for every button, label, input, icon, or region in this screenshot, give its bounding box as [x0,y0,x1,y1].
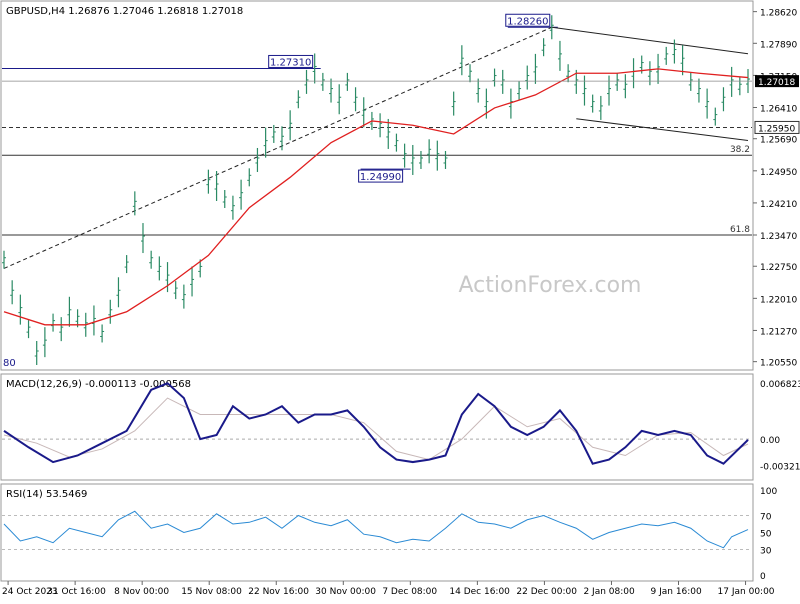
x-tick-label: 9 Jan 16:00 [651,587,703,597]
level-box [505,13,551,27]
price-pane-frame [0,0,754,371]
fibo-label: 38.2 [730,145,750,155]
price-tick-label: 1.21270 [760,327,797,337]
support-level-label: 1.25950 [758,124,795,134]
channel-lower-line [576,118,749,141]
price-tick-label: 1.20550 [760,359,797,369]
watermark: ActionForex.com [459,273,642,298]
fibo-label: 61.8 [730,225,750,235]
price-tick-label: 1.26410 [760,104,797,114]
x-tick-label: 2 Jan 08:00 [583,587,635,597]
level-box-label: 1.27310 [270,57,311,68]
macd-line [3,382,749,465]
x-tick-label: 14 Dec 16:00 [449,587,510,597]
axes-layer: 1.286201.278901.271501.264101.256901.249… [2,9,800,597]
x-tick-label: 22 Dec 00:00 [516,587,577,597]
level-box-label: 1.24990 [360,172,401,183]
price-tick-label: 1.22010 [760,295,797,305]
channel-upper-line [551,26,749,55]
price-tick-label: 1.25690 [760,136,797,146]
level-box-label: 1.28260 [507,16,548,27]
rsi-label: RSI(14) 53.5469 [6,489,87,500]
macd-signal-line [3,397,749,461]
macd-layer [2,382,752,465]
level-box [268,54,314,68]
macd-tick-label: -0.00321 [760,462,800,472]
macd-label: MACD(12,26,9) -0.000113 -0.000568 [6,379,191,390]
current-price-label: 1.27018 [758,78,795,88]
price-tick-label: 1.28620 [760,9,797,19]
macd-tick-label: 0.00 [760,436,780,446]
current-price-tag [755,75,799,88]
x-tick-label: 24 Oct 2023 [2,587,58,597]
macd-tick-label: 0.006823 [760,380,800,390]
rsi-tick-label: 30 [760,547,772,557]
x-tick-label: 7 Dec 08:00 [382,587,437,597]
rsi-line [3,510,749,549]
price-layer: 1.27310 1.28260 1.24990 38.2 61.8 [2,13,752,365]
rsi-tick-label: 100 [760,487,777,497]
macd-pane-frame [0,373,754,481]
rsi-tick-label: 70 [760,513,772,523]
price-tick-label: 1.24950 [760,168,797,178]
level-box [358,169,404,183]
x-tick-label: 30 Nov 00:00 [315,587,376,597]
sma-line [3,68,749,326]
rsi-tick-label: 50 [760,530,772,540]
rsi-layer [2,510,752,550]
rising-trendline [3,26,552,269]
rsi-tick-label: 0 [760,572,766,582]
price-tick-label: 1.23470 [760,232,797,242]
support-level-tag [754,120,800,134]
x-tick-label: 15 Nov 08:00 [181,587,242,597]
x-tick-label: 31 Oct 16:00 [47,587,106,597]
rsi-pane-frame [0,483,754,582]
price-tick-label: 1.22750 [760,263,797,273]
left-edge-label: 80 [3,358,16,369]
x-tick-label: 17 Jan 00:00 [718,587,775,597]
price-tick-label: 1.27890 [760,40,797,50]
symbol-info: GBPUSD,H4 1.26876 1.27046 1.26818 1.2701… [6,6,243,17]
x-tick-label: 8 Nov 00:00 [114,587,169,597]
price-tick-label: 1.24210 [760,200,797,210]
x-tick-label: 22 Nov 16:00 [248,587,309,597]
